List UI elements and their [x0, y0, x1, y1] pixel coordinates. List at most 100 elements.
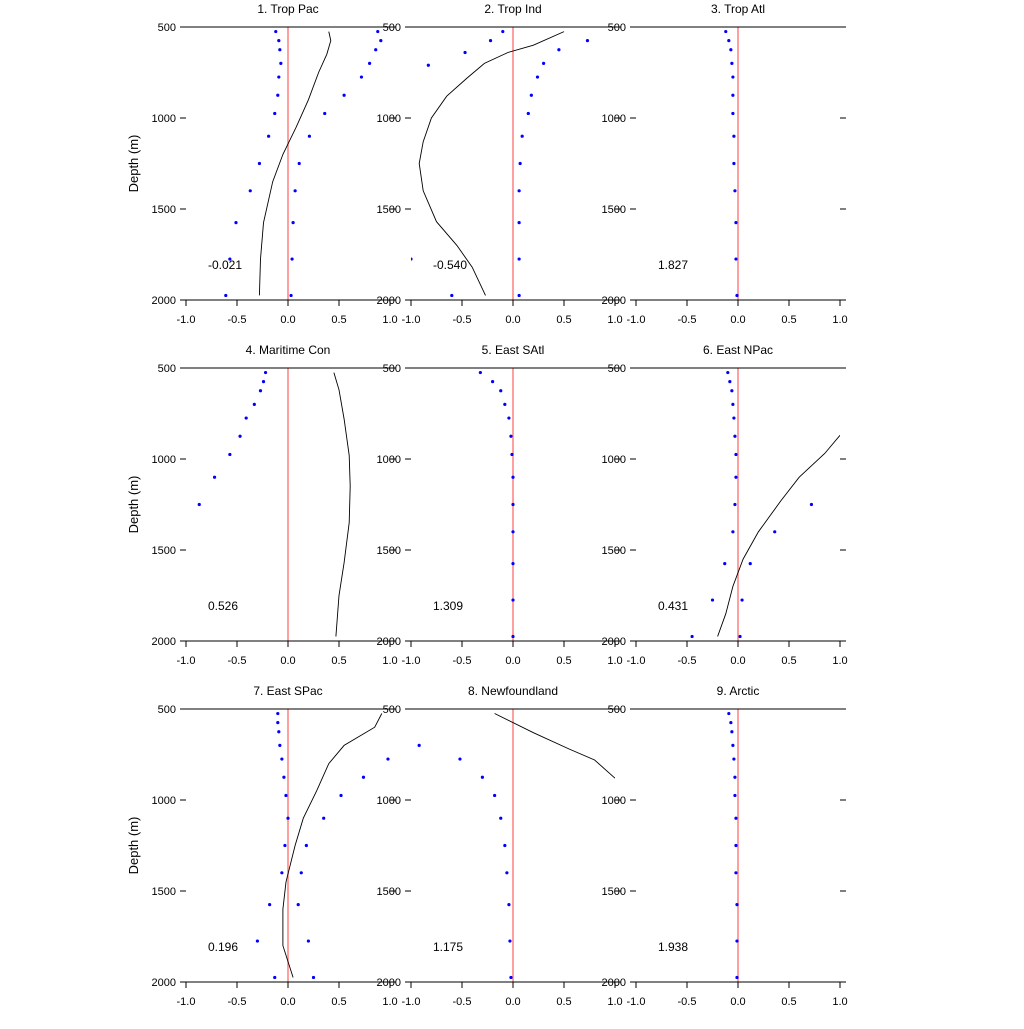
data-point: [261, 380, 266, 384]
panel-annotation: -0.021: [208, 258, 242, 272]
data-point: [732, 416, 736, 420]
x-tick-label: -0.5: [228, 996, 247, 1008]
data-point: [307, 134, 312, 138]
data-point: [280, 757, 284, 761]
x-tick-label: 0.5: [781, 996, 796, 1008]
y-tick-label: 1000: [602, 454, 626, 466]
y-axis-label: Depth (m): [126, 135, 141, 193]
x-tick-label: 1.0: [382, 314, 397, 326]
panel-title: 8. Newfoundland: [468, 684, 558, 698]
data-point: [727, 39, 731, 43]
y-tick-label: 1000: [602, 113, 626, 125]
data-point: [511, 502, 515, 507]
data-point: [734, 221, 738, 225]
data-point: [732, 757, 736, 761]
series-curve: [258, 31, 332, 296]
y-axis-label: Depth (m): [126, 817, 141, 875]
x-tick-label: -1.0: [177, 655, 196, 667]
plot-area: [727, 711, 739, 980]
data-point: [735, 293, 739, 298]
data-point: [283, 843, 287, 848]
x-tick-label: -0.5: [228, 655, 247, 667]
data-point: [734, 475, 738, 479]
data-point: [734, 816, 738, 820]
data-point: [511, 475, 515, 479]
data-point: [228, 257, 232, 261]
data-point: [734, 257, 738, 261]
plot-area: [690, 370, 840, 639]
panel-annotation: -0.540: [433, 258, 467, 272]
y-tick-label: 2000: [152, 977, 176, 989]
x-tick-label: -1.0: [402, 996, 421, 1008]
series-curve: [282, 713, 383, 978]
y-tick-label: 1500: [152, 204, 176, 216]
data-point: [731, 402, 735, 406]
data-point: [426, 63, 430, 67]
data-point: [361, 775, 366, 779]
series-curve: [717, 435, 840, 637]
data-point: [735, 903, 739, 907]
x-tick-label: -0.5: [678, 996, 697, 1008]
x-tick-label: 0.5: [556, 314, 571, 326]
data-point: [733, 434, 737, 438]
data-point: [730, 389, 734, 393]
panel-3: 3. Trop Atl 500 1000 1500 2000-1.0 -0.5 0.0 0.5…: [602, 2, 848, 326]
data-point: [278, 48, 282, 52]
x-tick-label: 1.0: [382, 996, 397, 1008]
data-point: [520, 134, 524, 138]
x-tick-label: 0.5: [781, 655, 796, 667]
data-point: [728, 380, 732, 384]
x-tick-label: -1.0: [402, 655, 421, 667]
data-point: [488, 39, 493, 43]
data-point: [480, 775, 484, 779]
data-point: [277, 39, 281, 43]
y-axis-label: Depth (m): [126, 476, 141, 534]
data-point: [723, 562, 727, 566]
x-tick-label: -1.0: [627, 314, 646, 326]
panel-annotation: 1.175: [433, 940, 463, 954]
panel-title: 4. Maritime Con: [246, 343, 331, 357]
data-point: [733, 793, 737, 798]
panel-title: 3. Trop Atl: [711, 2, 765, 16]
data-point: [274, 29, 278, 34]
data-point: [282, 775, 286, 779]
data-point: [311, 975, 316, 980]
plot-area: [224, 29, 383, 298]
data-point: [507, 903, 511, 907]
data-point: [509, 434, 513, 438]
y-tick-label: 2000: [602, 977, 626, 989]
x-tick-label: 1.0: [832, 655, 847, 667]
x-tick-label: 1.0: [832, 996, 847, 1008]
panel-annotation: 1.309: [433, 599, 463, 613]
plot-area: [197, 370, 351, 637]
y-tick-label: 1000: [377, 113, 401, 125]
data-point: [508, 939, 512, 943]
y-tick-label: 1500: [152, 545, 176, 557]
data-point: [212, 475, 217, 479]
y-tick-label: 1500: [377, 204, 401, 216]
data-point: [733, 502, 737, 507]
data-point: [277, 730, 281, 734]
y-tick-label: 2000: [377, 295, 401, 307]
data-point: [278, 743, 282, 748]
x-tick-label: 1.0: [832, 314, 847, 326]
data-point: [748, 562, 752, 566]
panel-annotation: 1.938: [658, 940, 688, 954]
x-tick-label: 0.5: [556, 996, 571, 1008]
data-point: [511, 530, 515, 534]
data-point: [734, 452, 738, 457]
data-point: [276, 93, 280, 97]
y-tick-label: 1000: [152, 454, 176, 466]
panel-title: 9. Arctic: [717, 684, 760, 698]
panel-annotation: 0.196: [208, 940, 238, 954]
y-tick-label: 500: [608, 22, 626, 34]
data-point: [507, 416, 511, 420]
series-curve: [418, 31, 565, 296]
data-point: [731, 75, 735, 79]
data-point: [376, 29, 380, 34]
data-point: [511, 634, 515, 639]
